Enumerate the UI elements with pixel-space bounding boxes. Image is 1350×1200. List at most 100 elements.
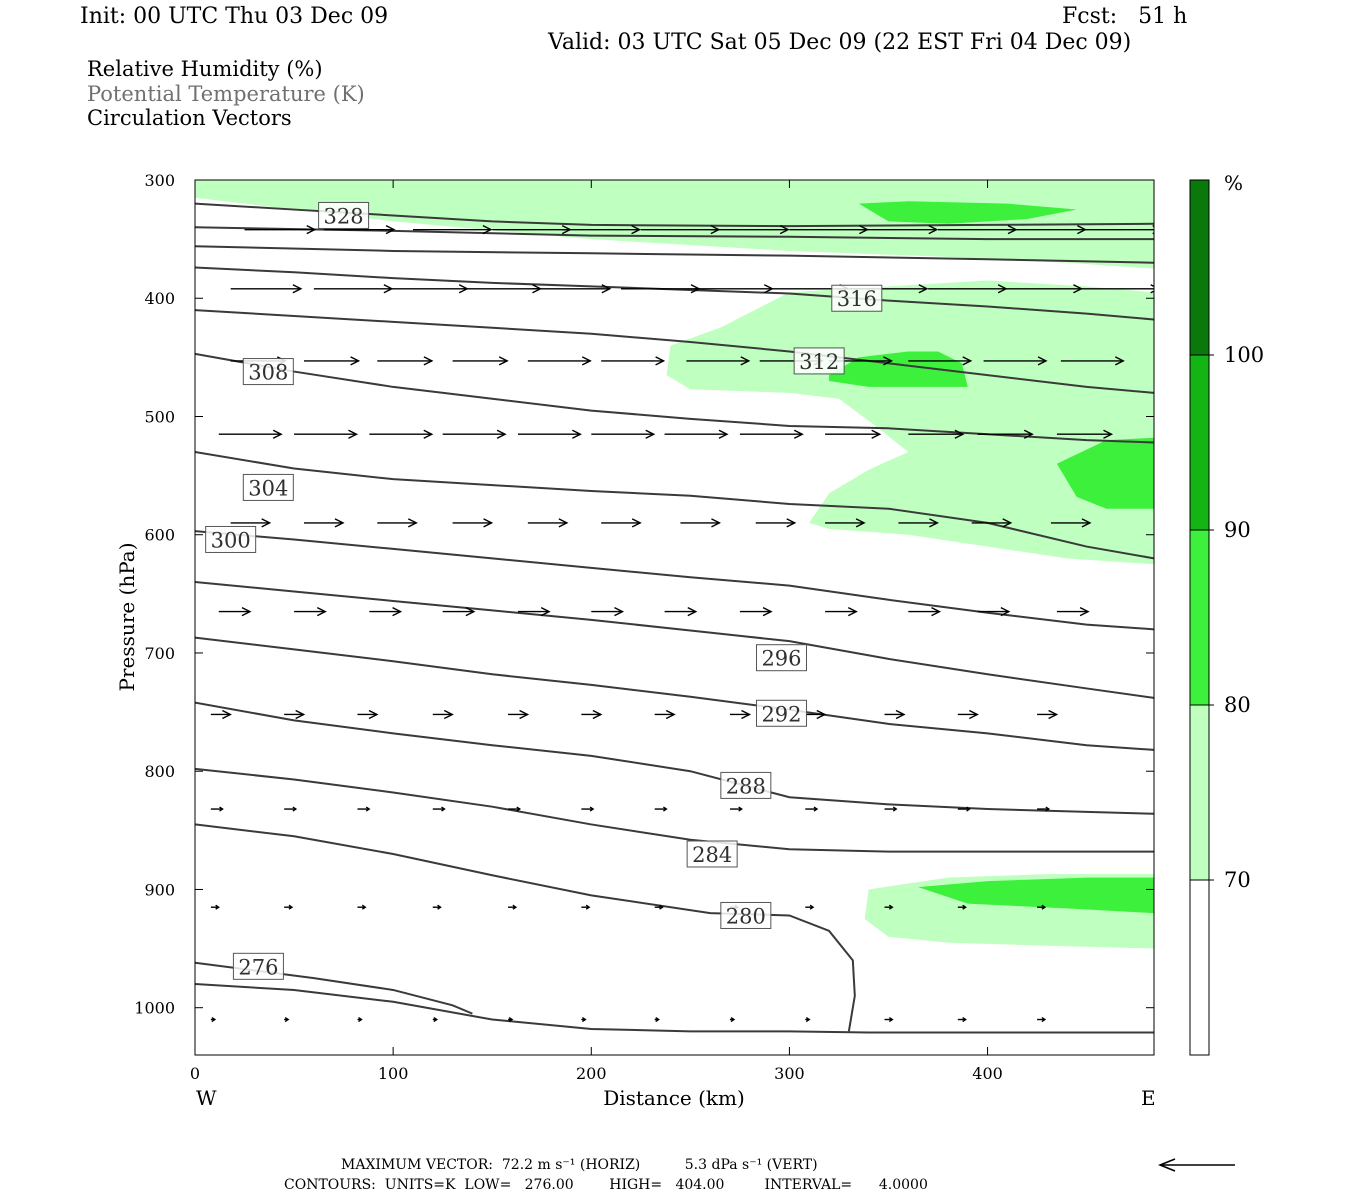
circulation-vector-head: [365, 806, 371, 812]
circulation-vector-head: [306, 225, 317, 235]
contour-label-288: 288: [720, 771, 772, 799]
x-tick-label: 200: [576, 1064, 607, 1083]
contour-label-box: [318, 201, 370, 229]
contour-label-layer: 276 280 284 288 292 296 300 304 308 312 316 328: [205, 201, 883, 980]
contour-label-text: 328: [324, 204, 364, 228]
circulation-vector-head: [361, 904, 367, 910]
max-vector-info: MAXIMUM VECTOR: 72.2 m s⁻¹ (HORIZ) 5.3 d…: [341, 1157, 818, 1173]
contour-label-box: [242, 473, 294, 501]
circulation-vector-head: [581, 356, 592, 366]
y-tick-label: 600: [144, 526, 175, 545]
circulation-vector-head: [1041, 1016, 1047, 1023]
circulation-vector-head: [272, 429, 283, 439]
y-tick-label: 900: [144, 880, 175, 899]
colorbar-segment: [1189, 529, 1210, 706]
circulation-vector-head: [465, 606, 476, 617]
colorbar-level-label: 100: [1224, 343, 1264, 367]
field-label-vectors: Circulation Vectors: [87, 106, 292, 130]
circulation-vector-head: [423, 356, 434, 366]
circulation-vector-head: [855, 518, 866, 528]
circulation-vector-head: [592, 709, 603, 720]
axis-layer: 300 400 500 600 700 800 900 1000 0 100 200 300 400: [134, 171, 1154, 1083]
circulation-vector-head: [847, 606, 858, 617]
circulation-vector-head: [966, 806, 971, 812]
circulation-vector-head: [1103, 429, 1114, 439]
rh-region-5: [1056, 437, 1154, 509]
circulation-vector-head: [645, 429, 656, 439]
circulation-vector-head: [219, 806, 224, 812]
x-tick-label: 400: [972, 1064, 1003, 1083]
y-tick-label: 1000: [134, 999, 175, 1018]
circulation-vector-head: [540, 606, 551, 617]
circulation-vector-head: [498, 356, 509, 366]
x-end-left: W: [196, 1086, 217, 1110]
circulation-vector-head: [1114, 356, 1125, 366]
circulation-vector-head: [215, 904, 220, 910]
circulation-vector-head: [572, 429, 582, 439]
rh-fill-layer: [195, 180, 1154, 949]
theta-contour-layer: [195, 202, 1154, 1034]
circulation-vector-head: [779, 225, 790, 235]
contour-label-text: 304: [248, 476, 288, 500]
contours-info: CONTOURS: UNITS=K LOW= 276.00 HIGH= 404.…: [284, 1177, 928, 1193]
circulation-vector-head: [655, 1016, 660, 1023]
circulation-vector-head: [284, 1016, 290, 1023]
circulation-vector-head: [718, 429, 729, 439]
circulation-vector-head: [1081, 518, 1092, 528]
circulation-vector-head: [809, 904, 815, 910]
circulation-vector-head: [358, 1016, 363, 1023]
circulation-vector-head: [585, 904, 591, 910]
circulation-vector-head: [813, 806, 819, 812]
contour-label-280: 280: [720, 901, 772, 929]
contour-label-292: 292: [755, 699, 807, 727]
circulation-vector-head: [1000, 606, 1011, 617]
colorbar-level-label: 90: [1224, 518, 1251, 542]
colorbar-segment: [1189, 179, 1210, 356]
contour-label-box: [831, 284, 883, 312]
circulation-vector-head: [483, 518, 494, 528]
contour-label-box: [793, 347, 845, 375]
contour-label-text: 292: [761, 702, 801, 726]
theta-contour-276: [195, 983, 1154, 1034]
x-tick-label: 100: [378, 1064, 409, 1083]
contour-label-312: 312: [793, 347, 845, 375]
circulation-vector-head: [443, 709, 454, 720]
theta-contour-284: [195, 767, 1154, 853]
field-label-theta: Potential Temperature (K): [87, 82, 365, 106]
contour-label-box: [755, 699, 807, 727]
circulation-vector-head: [892, 806, 898, 812]
contour-label-box: [755, 644, 807, 672]
circulation-vector-head: [931, 606, 942, 617]
contour-label-text: 284: [692, 843, 732, 867]
x-axis-label: Distance (km): [603, 1086, 745, 1110]
circulation-vector-head: [786, 518, 797, 528]
circulation-vector-head: [1150, 284, 1154, 294]
circulation-vector-head: [407, 518, 418, 528]
contour-label-text: 316: [837, 287, 877, 311]
circulation-vector-head: [741, 709, 752, 720]
circulation-vector-head: [655, 356, 666, 366]
circulation-vector-head: [895, 709, 906, 720]
circulation-vector-head: [1023, 429, 1034, 439]
contour-label-276: 276: [232, 952, 284, 980]
circulation-vector-head: [482, 225, 493, 235]
forecast-hour: Fcst: 51 h: [1062, 4, 1188, 29]
theta-contour-312: [195, 309, 1154, 394]
circulation-vector-head: [730, 1016, 736, 1023]
valid-time: Valid: 03 UTC Sat 05 Dec 09 (22 EST Fri …: [548, 30, 1132, 55]
x-tick-label: 300: [774, 1064, 805, 1083]
circulation-vector-head: [211, 1016, 217, 1023]
circulation-vector-head: [888, 1016, 894, 1023]
circulation-vector-head: [316, 606, 327, 617]
contour-label-box: [232, 952, 284, 980]
circulation-vector-head: [1037, 356, 1048, 366]
contour-label-box: [720, 771, 772, 799]
circulation-vector-head: [888, 904, 894, 910]
colorbar-level-label: 80: [1224, 693, 1251, 717]
colorbar-segment: [1189, 879, 1210, 1056]
theta-contour-328: [195, 202, 1154, 228]
circulation-vector-head: [969, 709, 979, 720]
circulation-vector-head: [631, 225, 642, 235]
colorbar-unit: %: [1224, 171, 1243, 195]
